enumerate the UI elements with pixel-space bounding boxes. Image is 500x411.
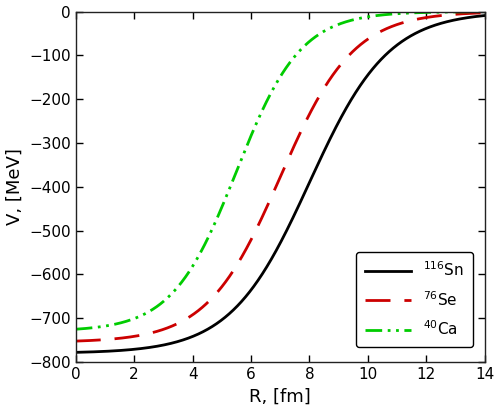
$^{116}$Sn	[395, 42, 401, 47]
$^{76}$Se	[72, 339, 78, 344]
Line: $^{116}$Sn: $^{116}$Sn	[76, 16, 485, 352]
$^{40}$Ca	[272, 84, 278, 89]
$^{76}$Se	[482, 10, 488, 15]
$^{116}$Sn	[261, 269, 267, 274]
$^{116}$Sn	[272, 251, 278, 256]
$^{40}$Ca	[470, 9, 476, 14]
Y-axis label: V, [MeV]: V, [MeV]	[6, 148, 24, 225]
$^{40}$Ca	[395, 11, 401, 16]
$^{76}$Se	[272, 187, 278, 192]
$^{40}$Ca	[482, 9, 488, 14]
$^{76}$Se	[261, 211, 267, 216]
Line: $^{76}$Se: $^{76}$Se	[76, 13, 485, 341]
$^{116}$Sn	[72, 350, 78, 355]
$^{76}$Se	[470, 11, 476, 16]
$^{76}$Se	[470, 11, 476, 16]
Line: $^{40}$Ca: $^{40}$Ca	[76, 12, 485, 329]
Legend: $^{116}$Sn, $^{76}$Se, $^{40}$Ca: $^{116}$Sn, $^{76}$Se, $^{40}$Ca	[356, 252, 473, 347]
$^{116}$Sn	[470, 14, 476, 19]
$^{76}$Se	[395, 22, 401, 27]
$^{76}$Se	[94, 338, 100, 343]
$^{116}$Sn	[482, 13, 488, 18]
$^{116}$Sn	[94, 349, 100, 354]
$^{40}$Ca	[94, 325, 100, 330]
$^{116}$Sn	[470, 14, 476, 19]
$^{40}$Ca	[261, 105, 267, 110]
$^{40}$Ca	[72, 327, 78, 332]
$^{40}$Ca	[470, 9, 476, 14]
X-axis label: R, [fm]: R, [fm]	[250, 388, 311, 405]
